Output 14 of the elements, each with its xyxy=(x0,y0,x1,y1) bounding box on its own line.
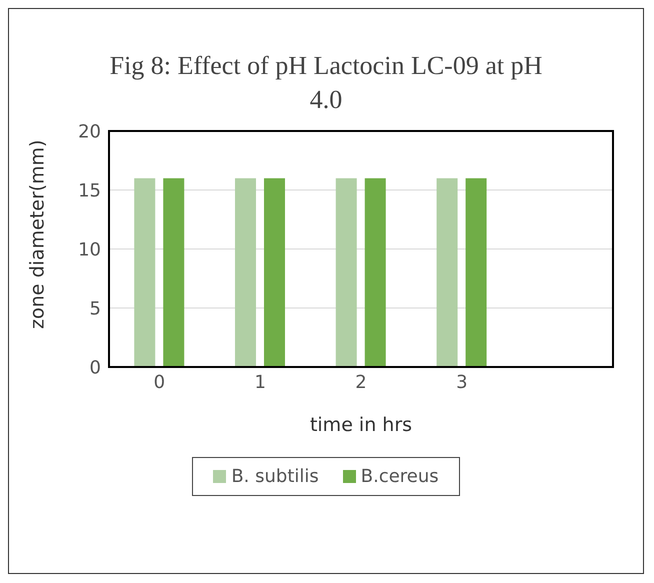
y-tick-label: 5 xyxy=(90,298,101,320)
y-tick-label: 0 xyxy=(90,357,101,378)
x-tick-label: 1 xyxy=(254,372,266,393)
y-tick-label: 20 xyxy=(78,121,101,142)
y-tick-label: 10 xyxy=(78,239,101,260)
x-tick-label: 3 xyxy=(456,372,468,393)
legend-label: B.cereus xyxy=(360,466,439,487)
chart-title: Fig 8: Effect of pH Lactocin LC-09 at pH 4.0 xyxy=(108,50,544,116)
x-tick-label: 0 xyxy=(154,372,166,393)
legend-label: B. subtilis xyxy=(230,466,319,487)
y-axis-title: zone diameter(mm) xyxy=(26,140,49,329)
x-tick-label: 2 xyxy=(355,372,367,393)
y-tick-label: 15 xyxy=(78,180,101,202)
x-axis-title: time in hrs xyxy=(310,414,412,436)
